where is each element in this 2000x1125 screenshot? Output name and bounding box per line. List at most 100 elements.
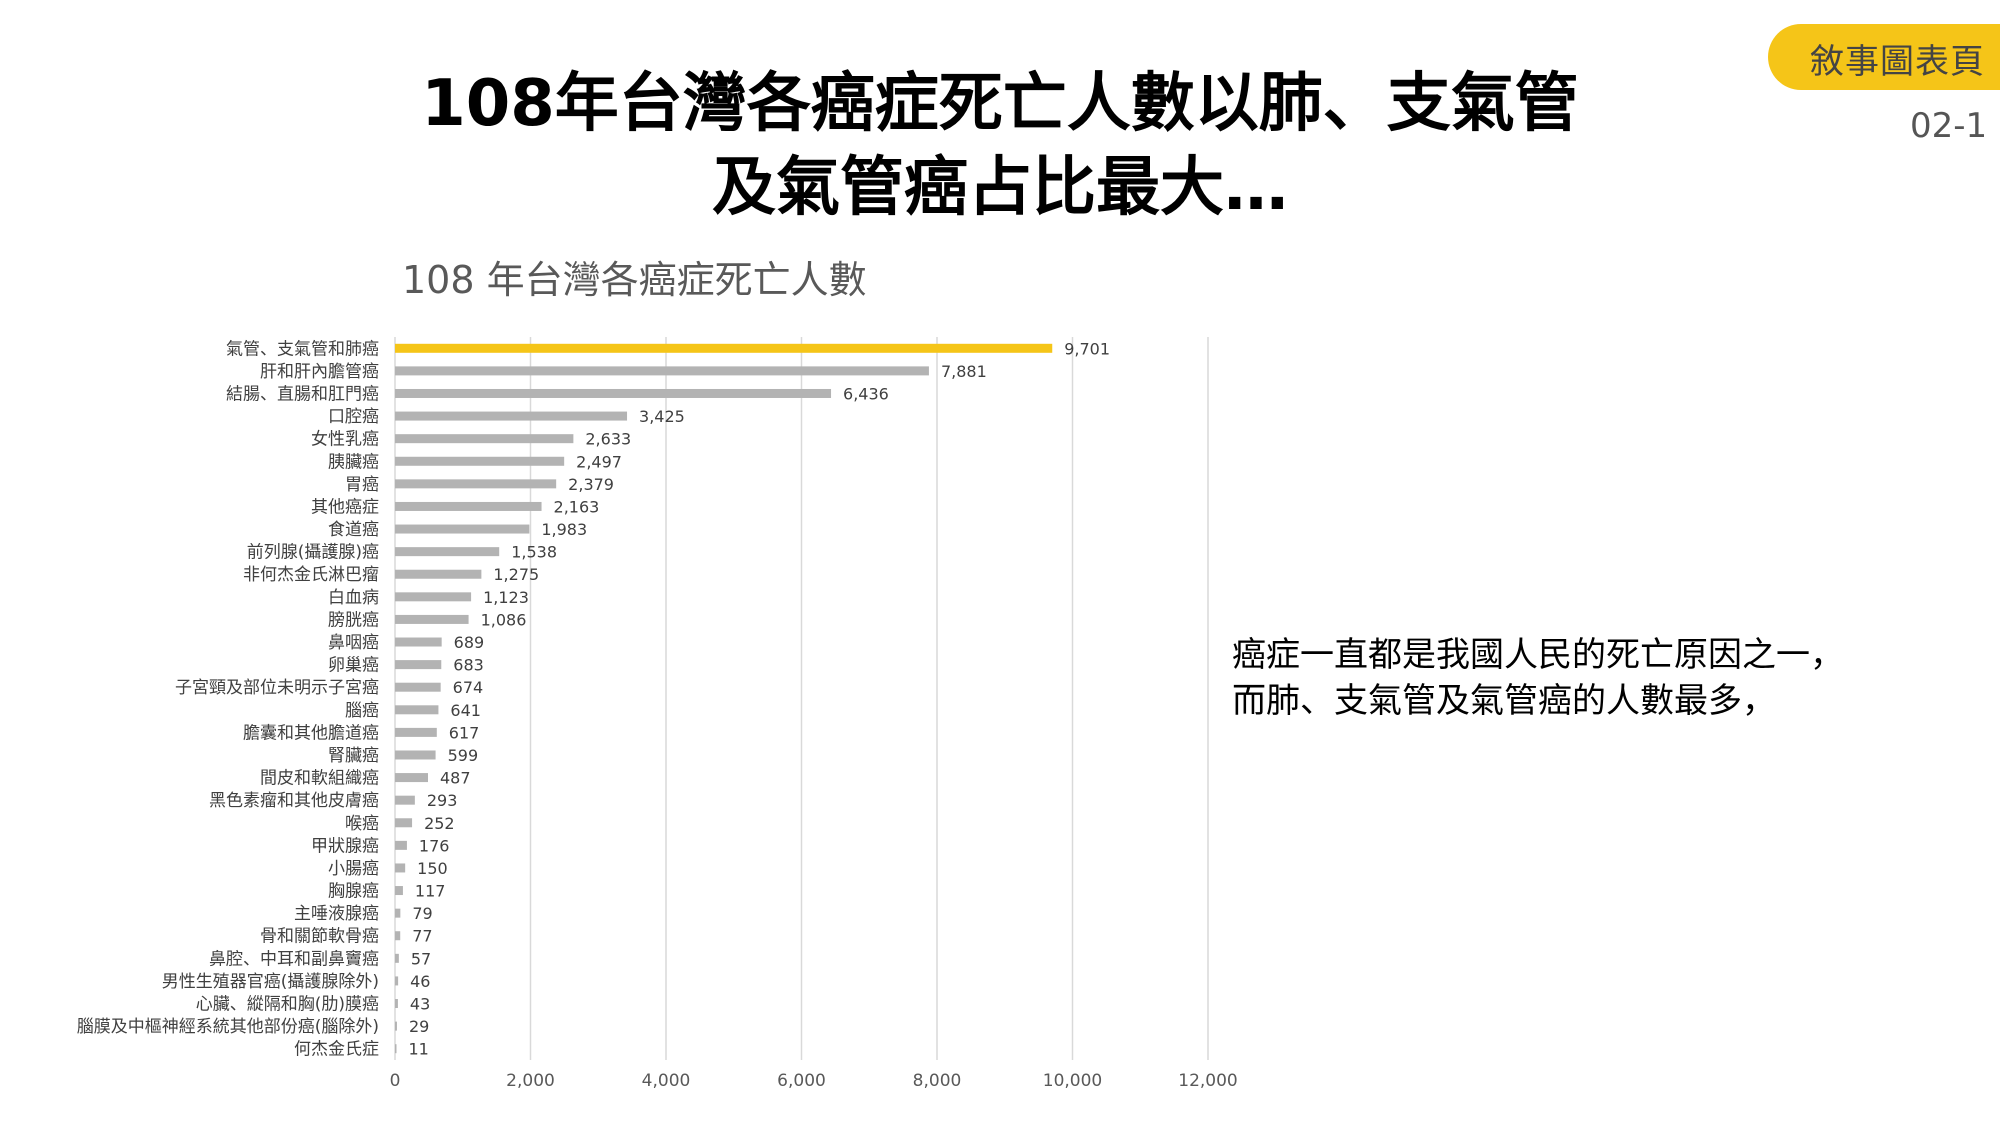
data-label: 1,275 (493, 565, 539, 584)
bar (395, 434, 574, 444)
category-label: 結腸、直腸和肛門癌 (226, 384, 379, 404)
category-label: 骨和關節軟骨癌 (260, 927, 379, 947)
x-tick-label: 2,000 (506, 1071, 555, 1091)
category-label: 非何杰金氏淋巴瘤 (243, 565, 379, 585)
category-label: 主唾液腺癌 (294, 904, 379, 924)
bar (395, 660, 442, 670)
category-label: 鼻腔、中耳和副鼻竇癌 (209, 949, 379, 969)
data-label: 641 (450, 701, 481, 720)
data-label: 599 (448, 746, 479, 765)
bar (395, 388, 832, 398)
category-label: 腎臟癌 (328, 746, 379, 766)
x-tick-label: 0 (390, 1071, 401, 1091)
category-label: 胃癌 (345, 475, 379, 495)
bar (395, 908, 401, 918)
data-label: 77 (412, 927, 432, 946)
category-label: 何杰金氏症 (294, 1040, 379, 1060)
data-label: 57 (411, 949, 431, 968)
bar (395, 614, 469, 624)
bar (395, 773, 428, 783)
category-label: 間皮和軟組織癌 (260, 769, 379, 789)
data-label: 689 (454, 633, 485, 652)
bar (395, 343, 1053, 353)
category-label: 胸腺癌 (328, 882, 379, 902)
category-label: 腦癌 (345, 701, 379, 721)
data-label: 117 (415, 882, 446, 901)
data-label: 683 (453, 656, 484, 675)
x-tick-label: 12,000 (1178, 1071, 1237, 1091)
data-label: 3,425 (639, 407, 685, 426)
bar (395, 727, 437, 737)
x-tick-label: 6,000 (777, 1071, 826, 1091)
data-label: 6,436 (843, 384, 889, 403)
page-title-line-2: 及氣管癌占比最大… (712, 151, 1288, 225)
category-label: 其他癌症 (311, 497, 379, 517)
data-label: 176 (419, 836, 450, 855)
bar (395, 366, 929, 376)
data-label: 1,538 (511, 543, 557, 562)
x-tick-label: 4,000 (642, 1071, 691, 1091)
bar (395, 795, 415, 805)
insight-note-line-1: 癌症一直都是我國人民的死亡原因之一， (1232, 635, 1844, 675)
data-label: 2,379 (568, 475, 614, 494)
category-label: 肝和肝內膽管癌 (260, 362, 379, 382)
bar (395, 501, 542, 511)
category-label: 前列腺(攝護腺)癌 (247, 543, 379, 563)
category-label: 卵巢癌 (328, 656, 379, 676)
page-type-badge (1768, 24, 2000, 90)
page-number: 02-1 (1910, 106, 1988, 146)
data-label: 79 (412, 904, 432, 923)
bar (395, 592, 472, 602)
bar (395, 818, 413, 828)
insight-note-line-2: 而肺、支氣管及氣管癌的人數最多， (1232, 681, 1776, 721)
category-label: 小腸癌 (328, 859, 379, 879)
data-label: 46 (410, 972, 430, 991)
category-label: 口腔癌 (328, 407, 379, 427)
bar (395, 569, 482, 579)
bar (395, 547, 500, 557)
data-label: 487 (440, 769, 471, 788)
data-label: 293 (427, 791, 458, 810)
data-label: 2,633 (585, 430, 631, 449)
x-tick-label: 10,000 (1043, 1071, 1102, 1091)
category-label: 腦膜及中樞神經系統其他部份癌(腦除外) (77, 1017, 379, 1037)
bar (395, 976, 399, 986)
category-label: 黑色素瘤和其他皮膚癌 (209, 791, 379, 811)
data-label: 9,701 (1064, 339, 1110, 358)
bar (395, 456, 565, 466)
category-label: 胰臟癌 (328, 452, 379, 472)
category-label: 白血病 (328, 588, 379, 608)
bar (395, 886, 403, 896)
bar (395, 863, 406, 873)
page-title: 108年台灣各癌症死亡人數以肺、支氣管 及氣管癌占比最大… (0, 62, 2000, 230)
category-label: 女性乳癌 (311, 430, 379, 450)
category-label: 子宮頸及部位未明示子宮癌 (175, 678, 379, 698)
category-label: 氣管、支氣管和肺癌 (226, 339, 379, 359)
category-label: 膽囊和其他膽道癌 (243, 723, 379, 743)
bar (395, 524, 530, 534)
category-label: 食道癌 (328, 520, 379, 540)
data-label: 43 (410, 995, 430, 1014)
bar (395, 953, 399, 963)
category-label: 男性生殖器官癌(攝護腺除外) (162, 972, 379, 992)
bar (395, 479, 557, 489)
bar (395, 411, 628, 421)
category-label: 鼻咽癌 (328, 633, 379, 653)
data-label: 617 (449, 723, 480, 742)
data-label: 1,086 (481, 610, 527, 629)
bar (395, 750, 436, 760)
bar (395, 682, 441, 692)
data-label: 252 (424, 814, 455, 833)
page-title-line-1: 108年台灣各癌症死亡人數以肺、支氣管 (421, 67, 1579, 141)
data-label: 11 (409, 1040, 429, 1059)
data-label: 7,881 (941, 362, 987, 381)
bar (395, 999, 398, 1009)
chart-title: 108 年台灣各癌症死亡人數 (402, 258, 867, 302)
bar (395, 1021, 397, 1031)
category-label: 甲狀腺癌 (311, 836, 379, 856)
page-type-label: 敘事圖表頁 (1810, 42, 1985, 82)
bar (395, 705, 439, 715)
data-label: 674 (453, 678, 484, 697)
bar (395, 931, 401, 941)
data-label: 1,123 (483, 588, 529, 607)
